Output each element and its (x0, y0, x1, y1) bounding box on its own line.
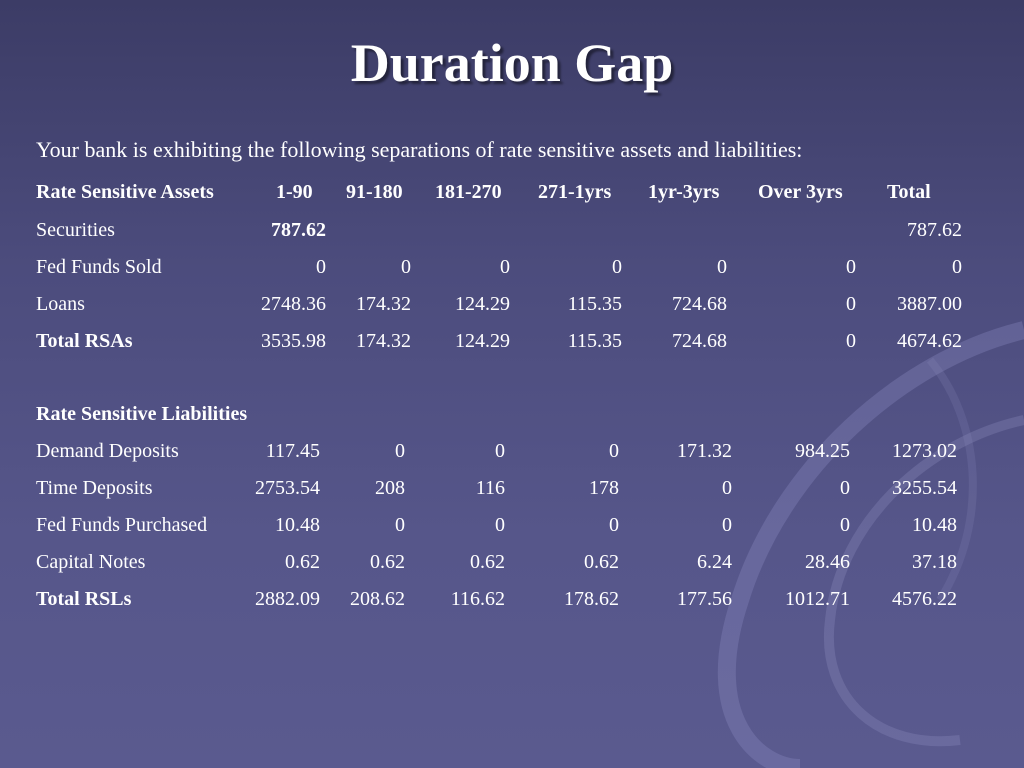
table-cell: 6.24 (697, 551, 732, 573)
slide-title: Duration Gap (350, 33, 674, 93)
table-cell: 208.62 (350, 588, 405, 610)
table-cell: 115.35 (567, 293, 622, 315)
table-cell: 116.62 (450, 588, 505, 610)
table-cell: 3255.54 (892, 477, 957, 499)
table-cell: 0 (495, 514, 505, 536)
table-cell: 0 (500, 256, 510, 278)
column-header: 1-90 (276, 181, 313, 203)
table-cell: 984.25 (795, 440, 850, 462)
column-header: 181-270 (435, 181, 502, 203)
table-cell: 724.68 (672, 293, 727, 315)
table-cell: 0 (401, 256, 411, 278)
column-header: 1yr-3yrs (648, 181, 720, 203)
table-cell: 0 (316, 256, 326, 278)
table-cell: 2748.36 (261, 293, 326, 315)
table-cell: 37.18 (912, 551, 957, 573)
table-cell: 0 (717, 256, 727, 278)
table-cell: 0.62 (584, 551, 619, 573)
table-cell: 0 (395, 514, 405, 536)
table-cell: 3535.98 (261, 330, 326, 352)
table-cell: 124.29 (455, 293, 510, 315)
table-cell: 0 (609, 514, 619, 536)
row-label: Time Deposits (36, 477, 153, 499)
table-cell: 178.62 (564, 588, 619, 610)
table-cell: 115.35 (567, 330, 622, 352)
table-cell: 0.62 (470, 551, 505, 573)
table-cell: 28.46 (805, 551, 850, 573)
table-cell: 3887.00 (897, 293, 962, 315)
table-cell: 10.48 (912, 514, 957, 536)
row-label: Loans (36, 293, 85, 315)
table-cell: 0 (609, 440, 619, 462)
column-header: 91-180 (346, 181, 403, 203)
table-cell: 4674.62 (897, 330, 962, 352)
table-cell: 724.68 (672, 330, 727, 352)
row-label: Total RSLs (36, 588, 132, 610)
table-cell: 0.62 (285, 551, 320, 573)
table-cell: 116 (475, 477, 505, 499)
column-header: Total (887, 181, 931, 203)
table-cell: 0.62 (370, 551, 405, 573)
table-cell: 2882.09 (255, 588, 320, 610)
row-label: Fed Funds Purchased (36, 514, 208, 536)
table-cell: 178 (589, 477, 619, 499)
table-cell: 174.32 (356, 293, 411, 315)
table-cell: 0 (722, 514, 732, 536)
row-label: Securities (36, 219, 115, 241)
assets-header-label: Rate Sensitive Assets (36, 181, 214, 203)
row-label: Capital Notes (36, 551, 146, 573)
table-cell: 174.32 (356, 330, 411, 352)
slide-subtitle: Your bank is exhibiting the following se… (36, 137, 803, 162)
table-cell: 1012.71 (785, 588, 850, 610)
row-label: Fed Funds Sold (36, 256, 162, 278)
table-cell: 0 (395, 440, 405, 462)
table-cell: 0 (840, 477, 850, 499)
row-label: Demand Deposits (36, 440, 179, 462)
row-label: Total RSAs (36, 330, 133, 352)
table-cell: 0 (846, 293, 856, 315)
table-cell: 0 (722, 477, 732, 499)
table-cell: 0 (840, 514, 850, 536)
column-header: 271-1yrs (538, 181, 612, 203)
liabilities-header-label: Rate Sensitive Liabilities (36, 403, 248, 425)
table-cell: 0 (846, 330, 856, 352)
table-cell: 0 (612, 256, 622, 278)
table-cell: 787.62 (907, 219, 962, 241)
table-cell: 787.62 (271, 219, 326, 241)
table-cell: 10.48 (275, 514, 320, 536)
column-header: Over 3yrs (758, 181, 843, 203)
table-cell: 4576.22 (892, 588, 957, 610)
table-cell: 2753.54 (255, 477, 320, 499)
table-cell: 117.45 (265, 440, 320, 462)
table-cell: 124.29 (455, 330, 510, 352)
table-cell: 208 (375, 477, 405, 499)
table-cell: 0 (846, 256, 856, 278)
table-cell: 1273.02 (892, 440, 957, 462)
table-cell: 177.56 (677, 588, 732, 610)
table-cell: 0 (952, 256, 962, 278)
table-cell: 0 (495, 440, 505, 462)
table-cell: 171.32 (677, 440, 732, 462)
